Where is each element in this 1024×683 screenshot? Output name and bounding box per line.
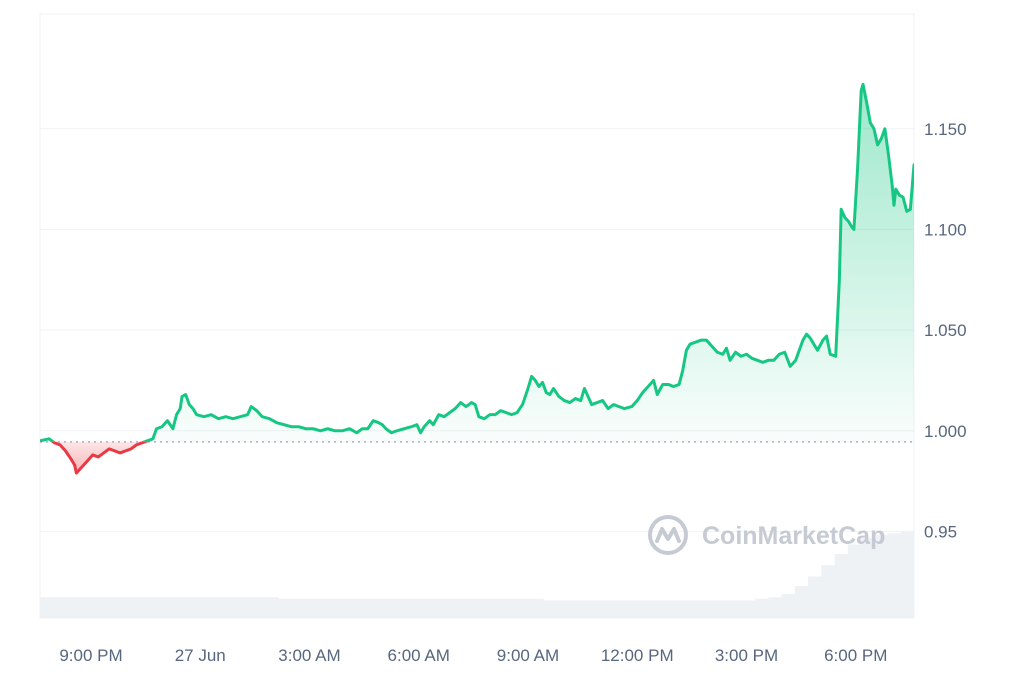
volume-bar (609, 600, 624, 618)
volume-bar (516, 598, 531, 618)
price-line-up (40, 82, 914, 442)
volume-bar (132, 597, 147, 618)
price-line (40, 82, 914, 475)
volume-bar (40, 597, 54, 618)
volume-bar (357, 598, 372, 618)
volume-bar (225, 597, 240, 618)
volume-bar (596, 600, 611, 618)
volume-bar (384, 598, 399, 618)
volume-bar (265, 597, 279, 618)
volume-bar (781, 594, 796, 618)
volume-bar (424, 598, 438, 618)
volume-bar (768, 597, 783, 618)
y-tick-label: 0.95 (924, 522, 957, 541)
volume-bar (649, 600, 663, 618)
grid-lines (40, 128, 914, 532)
x-axis: 9:00 PM 27 Jun 3:00 AM 6:00 AM 9:00 AM 12:00 … (59, 646, 887, 665)
volume-bar (212, 597, 226, 618)
volume-bar (278, 598, 293, 618)
y-tick-label: 1.050 (924, 321, 967, 340)
watermark-text: CoinMarketCap (702, 522, 885, 550)
volume-bar (688, 600, 703, 618)
volume-bar (238, 597, 253, 618)
volume-bar (702, 600, 716, 618)
volume-bar (834, 554, 849, 618)
volume-bar (437, 598, 452, 618)
x-tick-label: 12:00 PM (601, 646, 674, 665)
volume-bar (185, 597, 200, 618)
area-fill-up (40, 84, 914, 442)
x-tick-label: 9:00 AM (497, 646, 559, 665)
volume-bar (503, 598, 518, 618)
volume-bar (569, 600, 584, 618)
volume-bar (477, 598, 491, 618)
volume-bar (662, 600, 677, 618)
volume-bar (53, 597, 68, 618)
volume-bar (331, 598, 346, 618)
volume-bars (40, 531, 915, 618)
volume-bar (874, 534, 889, 618)
volume-bar (847, 544, 862, 618)
y-tick-label: 1.150 (924, 120, 967, 139)
x-tick-label: 6:00 AM (388, 646, 450, 665)
y-tick-label: 1.100 (924, 220, 967, 239)
volume-bar (106, 597, 121, 618)
volume-bar (794, 586, 809, 618)
volume-bar (371, 598, 385, 618)
x-tick-label: 27 Jun (175, 646, 226, 665)
volume-bar (861, 538, 875, 618)
volume-bar (543, 600, 558, 618)
x-tick-label: 3:00 AM (278, 646, 340, 665)
volume-bar (79, 597, 94, 618)
volume-bar (172, 597, 187, 618)
volume-bar (821, 565, 836, 618)
volume-bar (251, 597, 266, 618)
x-tick-label: 6:00 PM (824, 646, 887, 665)
x-tick-label: 9:00 PM (59, 646, 122, 665)
volume-bar (715, 600, 730, 618)
volume-bar (119, 597, 134, 618)
volume-bar (635, 600, 650, 618)
volume-bar (463, 598, 478, 618)
volume-bar (900, 531, 915, 618)
volume-bar (529, 598, 544, 618)
volume-bar (291, 598, 306, 618)
volume-bar (344, 598, 359, 618)
volume-bar (490, 598, 505, 618)
volume-bar (741, 600, 756, 618)
coinmarketcap-logo-icon (648, 515, 688, 555)
volume-bar (622, 600, 637, 618)
volume-bar (410, 598, 425, 618)
volume-bar (808, 576, 822, 618)
volume-bar (92, 597, 107, 618)
x-tick-label: 3:00 PM (715, 646, 778, 665)
volume-bar (887, 533, 902, 618)
volume-bar (397, 598, 412, 618)
volume-bar (318, 598, 332, 618)
volume-bar (304, 598, 319, 618)
volume-bar (66, 597, 81, 618)
volume-bar (582, 600, 597, 618)
volume-bar (675, 600, 690, 618)
volume-bar (198, 597, 213, 618)
volume-bar (159, 597, 174, 618)
watermark: CoinMarketCap (648, 515, 885, 555)
volume-bar (450, 598, 465, 618)
y-axis: 0.95 1.000 1.050 1.100 1.150 (924, 120, 967, 542)
volume-bar (755, 598, 769, 618)
volume-bar (556, 600, 571, 618)
y-tick-label: 1.000 (924, 422, 967, 441)
volume-bar (145, 597, 160, 618)
volume-bar (728, 600, 743, 618)
